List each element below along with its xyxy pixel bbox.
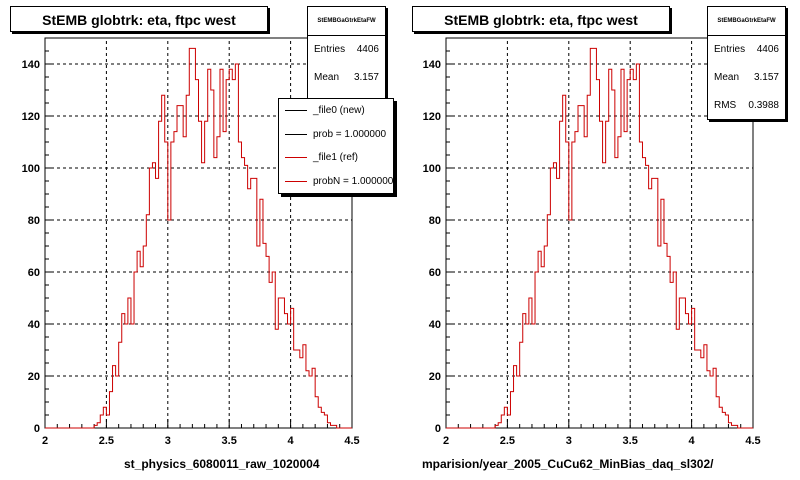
- y-tick-label: 60: [429, 267, 441, 279]
- stats-value: 0.3988: [748, 100, 779, 111]
- y-tick-label: 100: [22, 163, 40, 175]
- stats-label: Mean: [314, 72, 340, 83]
- stats-label: Mean: [714, 72, 740, 83]
- x-tick-label: 4.5: [745, 435, 760, 447]
- y-tick-label: 120: [22, 111, 40, 123]
- legend-label: _file1 (ref): [313, 152, 359, 163]
- stats-value: 4406: [756, 44, 779, 55]
- y-tick-label: 40: [28, 319, 40, 331]
- canvas-pad-right: StEMB globtrk: eta, ftpc west 0 20 40 60 80 1…: [400, 0, 800, 480]
- histogram-title: StEMB globtrk: eta, ftpc west: [412, 6, 670, 32]
- y-tick-label: 0: [435, 423, 441, 435]
- legend-swatch: [285, 110, 307, 111]
- x-tick-label: 2: [443, 435, 449, 447]
- x-tick-label: 3: [566, 435, 572, 447]
- legend-label: probN = 1.000000: [313, 175, 394, 187]
- y-tick-label: 80: [28, 215, 40, 227]
- legend-entry: _file0 (new): [279, 99, 393, 123]
- y-tick-label: 20: [28, 371, 40, 383]
- y-tick-label: 120: [423, 111, 441, 123]
- stats-box: StEMBGaGtrkEtaFW Entries 4406 Mean 3.157…: [707, 6, 786, 120]
- y-tick-label: 140: [423, 59, 441, 71]
- stats-label: RMS: [714, 100, 737, 111]
- stats-label: Entries: [714, 44, 746, 55]
- stats-row-entries: Entries 4406: [308, 36, 385, 64]
- y-tick-label: 20: [429, 371, 441, 383]
- stats-row-mean: Mean 3.157: [308, 64, 385, 92]
- histogram-series-line: [446, 47, 753, 429]
- x-tick-label: 3.5: [222, 435, 237, 447]
- stats-histogram-name: StEMBGaGtrkEtaFW: [308, 7, 385, 36]
- x-tick-label: 2.5: [500, 435, 515, 447]
- x-tick-label: 2: [42, 435, 48, 447]
- stats-value: 3.157: [753, 72, 779, 83]
- legend-label: prob = 1.000000: [313, 128, 387, 140]
- stats-row-rms: RMS 0.3988: [708, 92, 785, 120]
- legend-label: _file0 (new): [313, 105, 365, 116]
- legend: _file0 (new) prob = 1.000000 _file1 (ref…: [278, 98, 394, 194]
- y-tick-label: 60: [28, 267, 40, 279]
- legend-entry: prob = 1.000000: [279, 123, 393, 147]
- histogram-series-line: [45, 47, 352, 429]
- legend-swatch: [285, 180, 307, 182]
- stats-value: 3.157: [353, 72, 379, 83]
- stats-row-entries: Entries 4406: [708, 36, 785, 64]
- stats-label: Entries: [314, 44, 346, 55]
- x-tick-label: 3.5: [623, 435, 638, 447]
- y-tick-label: 40: [429, 319, 441, 331]
- stats-value: 4406: [356, 44, 379, 55]
- stats-histogram-name: StEMBGaGtrkEtaFW: [708, 7, 785, 36]
- x-axis-caption: mparision/year_2005_CuCu62_MinBias_daq_s…: [422, 457, 714, 471]
- x-tick-label: 4.5: [344, 435, 359, 447]
- canvas-pad-left: StEMB globtrk: eta, ftpc west 0 20 40 60 80 1…: [10, 6, 394, 471]
- x-tick-label: 4: [689, 435, 696, 447]
- y-tick-label: 80: [429, 215, 441, 227]
- histogram-title: StEMB globtrk: eta, ftpc west: [10, 6, 268, 32]
- x-axis-caption: st_physics_6080011_raw_1020004: [124, 457, 320, 471]
- x-tick-label: 3: [165, 435, 171, 447]
- y-tick-label: 140: [22, 59, 40, 71]
- legend-entry: probN = 1.000000: [279, 170, 393, 194]
- x-tick-label: 2.5: [99, 435, 114, 447]
- stats-row-mean: Mean 3.157: [708, 64, 785, 92]
- histogram-plot: 0 20 40 60 80 100 120 140 2 2.5 3 3.5 4 4.5: [423, 37, 761, 447]
- x-tick-label: 4: [288, 435, 295, 447]
- y-tick-label: 0: [34, 423, 40, 435]
- legend-swatch: [285, 133, 307, 135]
- legend-swatch: [285, 157, 307, 158]
- y-tick-label: 100: [423, 163, 441, 175]
- legend-entry: _file1 (ref): [279, 146, 393, 170]
